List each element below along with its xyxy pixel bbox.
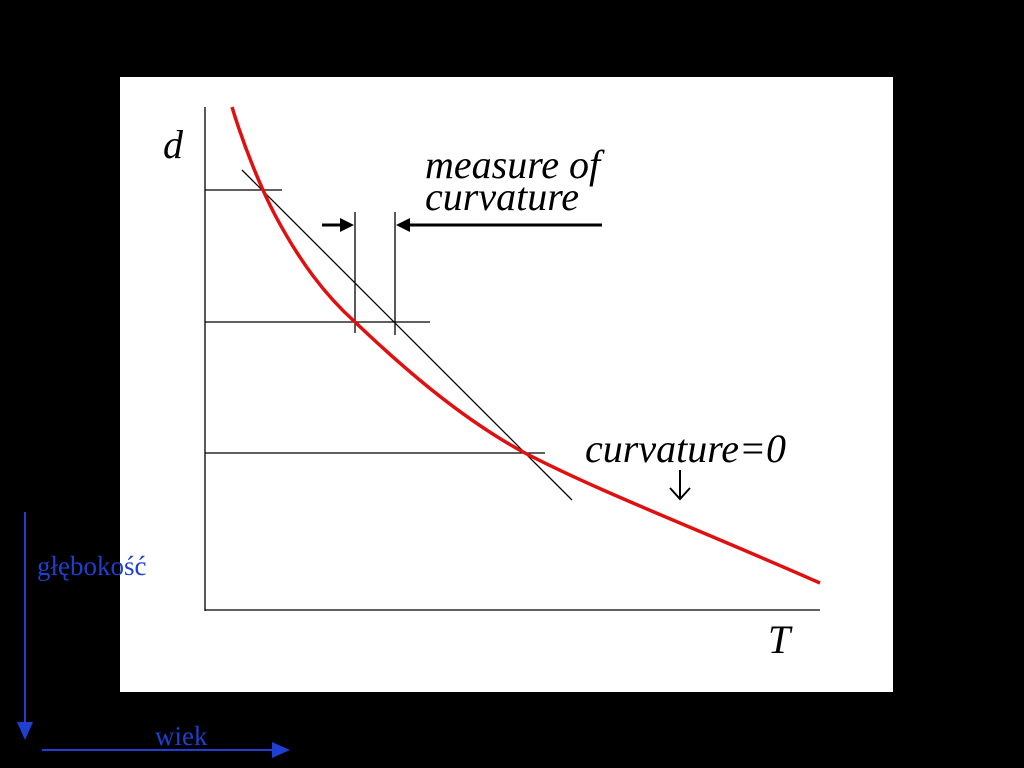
figure-panel [120,77,893,692]
curve [230,106,821,585]
y-axis-label: d [163,122,184,167]
annotation: measure of [425,142,605,187]
arrow-head [396,218,410,232]
annotation: curvature [425,174,579,219]
diagram-lines [204,107,820,611]
arrow-head [340,218,354,232]
age-label: wiek [155,721,208,751]
annotation: curvature=0 [585,426,786,471]
down-arrow [669,470,691,501]
depth-label: głębokość [37,551,146,581]
measure-arrows [322,218,691,501]
x-axis-label: T [768,617,793,662]
chord-line [241,169,573,501]
